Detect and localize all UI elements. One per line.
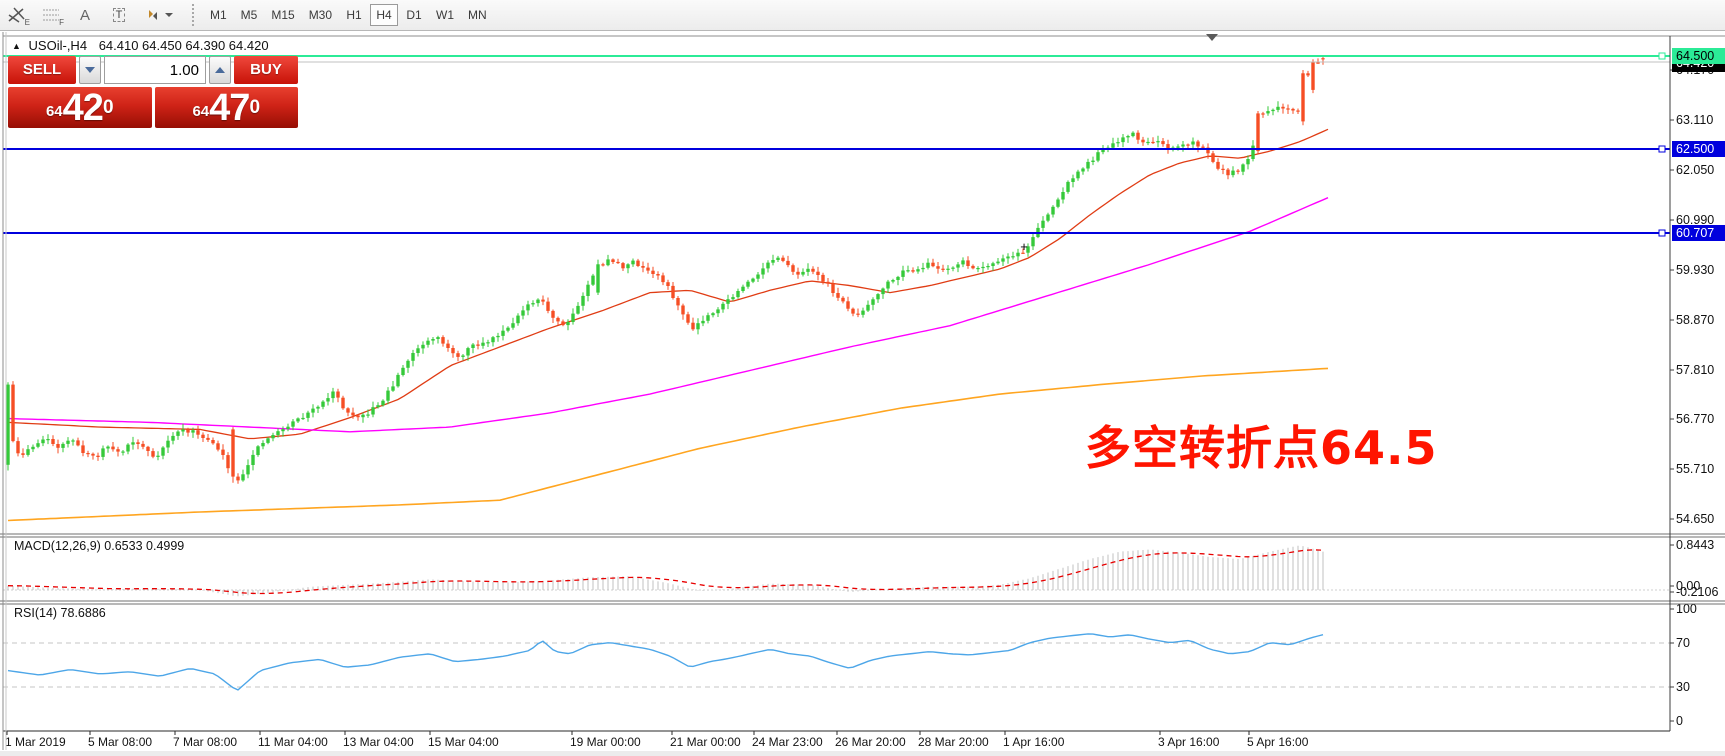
volume-increase-button[interactable] (209, 56, 231, 84)
time-axis-label: 1 Mar 2019 (5, 735, 66, 749)
toolbar-separator (192, 4, 197, 26)
arrows-glyph (149, 10, 157, 20)
rsi-indicator-label: RSI(14) 78.6886 (14, 606, 106, 620)
time-axis-label: 11 Mar 04:00 (258, 735, 328, 749)
time-axis-label: 7 Mar 08:00 (173, 735, 238, 749)
text-label-icon[interactable]: A (70, 3, 100, 27)
rsi-axis-label: 100 (1676, 602, 1697, 616)
volume-input[interactable] (104, 56, 206, 84)
time-axis-label: 5 Mar 08:00 (88, 735, 153, 749)
level-price-label: 60.707 (1672, 225, 1725, 241)
time-axis-label: 24 Mar 23:00 (752, 735, 823, 749)
grid-icon[interactable]: F (36, 3, 66, 27)
rsi-axis-label: 0 (1676, 714, 1683, 728)
bid-price-tile[interactable]: 64 42 0 (8, 87, 152, 128)
ask-price-pips: 0 (249, 97, 261, 118)
timeframe-button-w1[interactable]: W1 (436, 8, 455, 22)
price-tick-label: 56.770 (1676, 412, 1715, 426)
macd-axis-label: 0.00 (1676, 579, 1701, 593)
icon-subscript: E (24, 18, 30, 27)
timeframe-button-m5[interactable]: M5 (240, 8, 258, 22)
draw-lines-glyph (8, 7, 25, 23)
bid-price-prefix: 64 (45, 103, 63, 120)
price-tick-label: 55.710 (1676, 462, 1715, 476)
svg-text:+: + (1020, 239, 1028, 254)
chevron-up-icon (215, 67, 225, 73)
symbol-period-label: USOil-,H4 (28, 38, 88, 53)
ohlc-values: 64.410 64.450 64.390 64.420 (98, 38, 269, 53)
price-tick-label: 58.870 (1676, 313, 1715, 327)
rsi-axis-label: 30 (1676, 680, 1690, 694)
bid-price-main: 42 (62, 87, 104, 129)
timeframe-button-m30[interactable]: M30 (308, 8, 333, 22)
timeframe-button-h1[interactable]: H1 (346, 8, 362, 22)
price-tick-label: 60.990 (1676, 213, 1715, 227)
timeframe-button-d1[interactable]: D1 (406, 8, 422, 22)
time-axis-label: 26 Mar 20:00 (835, 735, 906, 749)
macd-axis-label: -0.2106 (1676, 585, 1719, 599)
ask-price-prefix: 64 (192, 103, 210, 120)
time-axis-label: 15 Mar 04:00 (428, 735, 499, 749)
rsi-axis-label: 70 (1676, 636, 1690, 650)
sell-button[interactable]: SELL (8, 56, 76, 84)
timeframe-group: M1 M5 M15 M30 H1 H4 D1 W1 MN (203, 4, 494, 26)
window-bottom-strip (0, 751, 1725, 756)
price-tick-label: 54.650 (1676, 512, 1715, 526)
chevron-down-icon (85, 67, 95, 73)
price-tick-label: 62.050 (1676, 163, 1715, 177)
chart-text-annotation[interactable]: 多空转折点64.5 (1085, 421, 1438, 475)
collapse-triangle-icon[interactable]: ▲ (12, 41, 21, 51)
timeframe-button-mn[interactable]: MN (468, 8, 487, 22)
level-price-label: 64.500 (1672, 48, 1725, 64)
time-axis-label: 21 Mar 00:00 (670, 735, 741, 749)
macd-indicator-label: MACD(12,26,9) 0.6533 0.4999 (14, 539, 185, 553)
arrow-objects-icon[interactable] (138, 3, 180, 27)
chart-header: ▲ USOil-,H4 64.410 64.450 64.390 64.420 (12, 38, 269, 53)
timeframe-button-m1[interactable]: M1 (210, 8, 227, 22)
price-tick-label: 63.110 (1676, 113, 1714, 127)
price-tick-label: 57.810 (1676, 363, 1715, 377)
letter-a-glyph: A (79, 6, 90, 24)
trade-controls-row: SELL BUY (8, 56, 298, 84)
time-axis-label: 3 Apr 16:00 (1158, 735, 1220, 749)
volume-decrease-button[interactable] (79, 56, 101, 84)
timeframe-button-h4[interactable]: H4 (370, 4, 399, 26)
grid-glyph (43, 9, 59, 21)
toolbar: E F A T M1 M5 M15 M30 H1 H4 D1 W1 MN (0, 0, 1725, 31)
price-tick-label: 59.930 (1676, 263, 1715, 277)
buy-button[interactable]: BUY (234, 56, 298, 84)
ask-price-main: 47 (209, 87, 250, 129)
time-axis-label: 5 Apr 16:00 (1247, 735, 1309, 749)
chevron-down-icon (165, 13, 173, 17)
timeframe-button-m15[interactable]: M15 (271, 8, 295, 22)
time-axis-label: 19 Mar 00:00 (570, 735, 641, 749)
time-axis-label: 13 Mar 04:00 (343, 735, 414, 749)
level-price-label: 62.500 (1672, 141, 1725, 157)
macd-axis-label: 0.8443 (1676, 538, 1715, 552)
trade-prices-row: 64 42 0 64 47 0 (8, 87, 298, 128)
icon-subscript: F (59, 18, 64, 27)
draw-lines-icon[interactable]: E (2, 3, 32, 27)
text-box-icon[interactable]: T (104, 3, 134, 27)
time-axis-label: 28 Mar 20:00 (918, 735, 989, 749)
one-click-trade-panel: SELL BUY 64 42 0 64 47 0 (8, 56, 298, 128)
ask-price-tile[interactable]: 64 47 0 (154, 87, 298, 129)
letter-t-glyph: T (112, 8, 126, 22)
bid-price-pips: 0 (102, 97, 114, 118)
time-axis-label: 1 Apr 16:00 (1003, 735, 1065, 749)
